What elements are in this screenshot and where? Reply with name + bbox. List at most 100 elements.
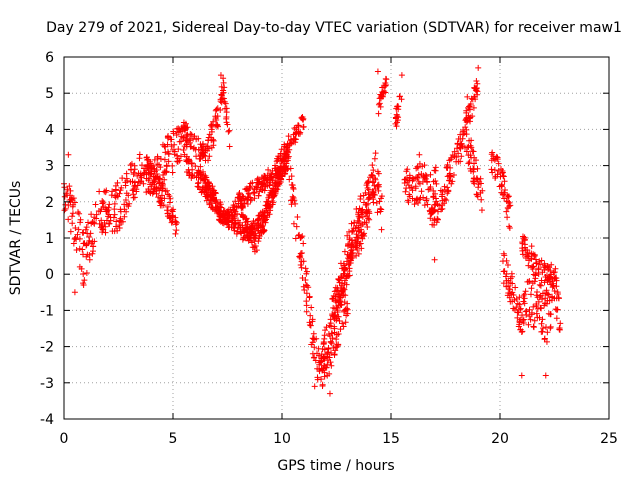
data-point bbox=[182, 137, 189, 144]
data-point bbox=[548, 293, 555, 300]
data-point bbox=[491, 167, 498, 174]
data-point bbox=[69, 220, 76, 227]
data-point bbox=[341, 262, 348, 269]
data-point bbox=[321, 332, 328, 339]
data-point bbox=[160, 172, 167, 179]
data-point bbox=[471, 154, 478, 161]
x-tick-label: 25 bbox=[600, 431, 618, 447]
data-point bbox=[205, 157, 212, 164]
data-point bbox=[189, 171, 196, 178]
data-point bbox=[194, 183, 201, 190]
data-point bbox=[550, 282, 557, 289]
data-point bbox=[207, 122, 214, 129]
data-point bbox=[213, 206, 220, 213]
data-point bbox=[156, 198, 163, 205]
data-point bbox=[283, 160, 290, 167]
data-point bbox=[537, 282, 544, 289]
data-point bbox=[90, 248, 97, 255]
data-point bbox=[303, 302, 310, 309]
data-point bbox=[153, 184, 160, 191]
data-point bbox=[145, 163, 152, 170]
data-point bbox=[278, 146, 285, 153]
data-point bbox=[205, 137, 212, 144]
data-point bbox=[326, 390, 333, 397]
data-point bbox=[509, 280, 516, 287]
data-point bbox=[533, 310, 540, 317]
data-point bbox=[398, 96, 405, 103]
data-point bbox=[320, 362, 327, 369]
data-point bbox=[334, 287, 341, 294]
data-point bbox=[324, 372, 331, 379]
data-point bbox=[342, 292, 349, 299]
data-point bbox=[357, 193, 364, 200]
data-point bbox=[62, 201, 69, 208]
data-point bbox=[282, 147, 289, 154]
data-point bbox=[470, 104, 477, 111]
data-point bbox=[508, 270, 515, 277]
data-point bbox=[341, 248, 348, 255]
data-point bbox=[553, 295, 560, 302]
data-point bbox=[192, 163, 199, 170]
data-point bbox=[414, 195, 421, 202]
data-point bbox=[70, 201, 77, 208]
data-point bbox=[224, 121, 231, 128]
data-point bbox=[349, 240, 356, 247]
data-point bbox=[432, 164, 439, 171]
data-point bbox=[433, 198, 440, 205]
data-point bbox=[220, 95, 227, 102]
data-point bbox=[522, 254, 529, 261]
data-point bbox=[240, 214, 247, 221]
data-point bbox=[200, 177, 207, 184]
data-point bbox=[155, 161, 162, 168]
data-point bbox=[114, 227, 121, 234]
data-point bbox=[343, 312, 350, 319]
data-point bbox=[183, 141, 190, 148]
data-point bbox=[111, 206, 118, 213]
data-point bbox=[345, 273, 352, 280]
data-point bbox=[419, 178, 426, 185]
data-point bbox=[210, 137, 217, 144]
data-point bbox=[231, 204, 238, 211]
data-point bbox=[67, 228, 74, 235]
data-point bbox=[455, 150, 462, 157]
data-point bbox=[353, 205, 360, 212]
data-point bbox=[198, 189, 205, 196]
data-point bbox=[83, 241, 90, 248]
data-point bbox=[112, 223, 119, 230]
data-point bbox=[213, 117, 220, 124]
data-point bbox=[373, 200, 380, 207]
data-point bbox=[203, 183, 210, 190]
y-tick-label: 1 bbox=[45, 231, 54, 247]
data-point bbox=[98, 224, 105, 231]
data-point bbox=[430, 178, 437, 185]
data-point bbox=[556, 324, 563, 331]
data-point bbox=[343, 258, 350, 265]
data-point bbox=[294, 214, 301, 221]
data-point bbox=[447, 164, 454, 171]
data-point bbox=[96, 220, 103, 227]
data-point bbox=[247, 197, 254, 204]
data-point bbox=[539, 325, 546, 332]
data-point bbox=[168, 207, 175, 214]
data-point bbox=[251, 195, 258, 202]
data-point bbox=[162, 149, 169, 156]
data-point bbox=[469, 113, 476, 120]
y-tick-label: 4 bbox=[45, 122, 54, 138]
data-point bbox=[441, 183, 448, 190]
data-point bbox=[358, 245, 365, 252]
data-point bbox=[365, 191, 372, 198]
data-point bbox=[238, 196, 245, 203]
data-point bbox=[436, 202, 443, 209]
data-point bbox=[285, 153, 292, 160]
data-point bbox=[374, 209, 381, 216]
data-point bbox=[169, 169, 176, 176]
data-point bbox=[344, 251, 351, 258]
data-point bbox=[236, 189, 243, 196]
data-point bbox=[466, 106, 473, 113]
data-point bbox=[177, 153, 184, 160]
data-point bbox=[415, 199, 422, 206]
data-point bbox=[517, 305, 524, 312]
data-point bbox=[536, 293, 543, 300]
y-tick-label: 6 bbox=[45, 50, 54, 66]
data-point bbox=[299, 113, 306, 120]
